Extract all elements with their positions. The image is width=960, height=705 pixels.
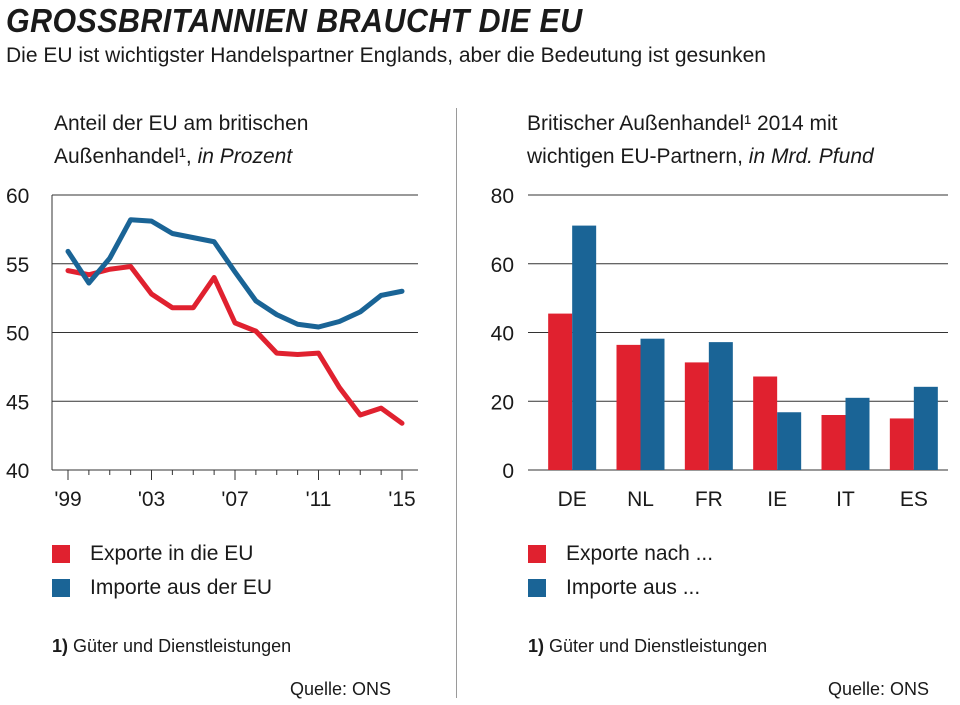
left-title-unit: in Prozent	[197, 145, 293, 168]
imports-line	[65, 217, 405, 330]
import-bar-ie	[777, 412, 802, 470]
exports-line	[65, 264, 405, 426]
bar-ytick-label: 40	[491, 323, 514, 346]
legend-exports-swatch	[52, 545, 70, 563]
export-bar-nl	[616, 344, 641, 470]
bar-category-label: DE	[558, 488, 587, 511]
right-footnote-number: 1)	[528, 636, 545, 656]
bar-category-label: FR	[695, 488, 723, 511]
page-title: GROSSBRITANNIEN BRAUCHT DIE EU	[6, 2, 583, 39]
bar-ytick-label: 20	[491, 391, 514, 414]
line-xtick-label: '99	[54, 488, 81, 511]
export-bar-ie	[753, 376, 778, 470]
line-chart: 40 45 50 55 60 '99 '03 '07 '11 '15	[6, 185, 418, 511]
right-title-line1: Britischer Außenhandel¹ 2014 mit	[527, 112, 838, 135]
right-source: Quelle: ONS	[828, 679, 930, 699]
bar-ytick-label: 60	[491, 254, 514, 277]
right-title-line2: wichtigen EU-Partnern, in Mrd. Pfund	[527, 140, 874, 173]
legend-imports: Importe aus der EU	[52, 576, 272, 600]
legend-imports-swatch	[52, 579, 70, 597]
left-chart-title: Anteil der EU am britischen Außenhandel¹…	[54, 107, 308, 173]
bar-category-label: IT	[836, 488, 855, 511]
line-ytick-label: 45	[6, 391, 29, 414]
bar-ytick-label: 0	[502, 460, 514, 483]
legend-imports-aus-label: Importe aus ...	[566, 576, 701, 599]
import-bar-es	[913, 386, 938, 470]
bar-ytick-label: 80	[491, 185, 514, 208]
legend-exports: Exporte in die EU	[52, 542, 253, 566]
left-footnote-number: 1)	[52, 636, 69, 656]
line-ytick-label: 55	[6, 254, 29, 277]
left-title-main: Außenhandel¹,	[54, 145, 192, 168]
right-footnote: 1) Güter und Dienstleistungen	[528, 636, 767, 657]
bar-category-label: IE	[767, 488, 787, 511]
export-bar-de	[548, 313, 573, 470]
left-title-line1: Anteil der EU am britischen	[54, 112, 309, 135]
line-xtick-label: '11	[306, 488, 332, 511]
line-ytick-label: 60	[6, 185, 29, 208]
bar-category-label: ES	[900, 488, 928, 511]
line-xtick-label: '07	[221, 488, 248, 511]
line-ytick-label: 40	[6, 460, 29, 483]
legend-exports-nach-label: Exporte nach ...	[566, 542, 714, 565]
legend-exports-label: Exporte in die EU	[90, 542, 254, 565]
line-xtick-label: '15	[388, 488, 415, 511]
export-bar-es	[889, 418, 914, 470]
import-bar-de	[572, 225, 597, 470]
legend-imports-label: Importe aus der EU	[90, 576, 273, 599]
legend-imports-aus: Importe aus ...	[528, 576, 700, 600]
right-title-main: wichtigen EU-Partnern,	[527, 145, 743, 168]
left-source: Quelle: ONS	[290, 679, 392, 699]
line-xtick-label: '03	[138, 488, 165, 511]
page-subtitle: Die EU ist wichtigster Handelspartner En…	[6, 44, 766, 67]
import-bar-fr	[708, 342, 733, 470]
bar-category-label: NL	[627, 488, 654, 511]
export-bar-it	[821, 415, 846, 470]
legend-exports-nach-swatch	[528, 545, 546, 563]
right-title-unit: in Mrd. Pfund	[748, 145, 874, 168]
right-footnote-text: Güter und Dienstleistungen	[549, 636, 768, 656]
line-ytick-label: 50	[6, 323, 29, 346]
export-bar-fr	[684, 362, 709, 470]
import-bar-it	[845, 397, 870, 470]
legend-imports-aus-swatch	[528, 579, 546, 597]
left-footnote-text: Güter und Dienstleistungen	[73, 636, 292, 656]
import-bar-nl	[640, 338, 665, 470]
right-chart-title: Britischer Außenhandel¹ 2014 mit wichtig…	[527, 107, 874, 173]
bar-chart: 0 20 40 60 80 DE NL FR IE IT ES	[491, 185, 948, 511]
panel-divider	[456, 108, 457, 698]
left-title-line2: Außenhandel¹, in Prozent	[54, 140, 308, 173]
left-footnote: 1) Güter und Dienstleistungen	[52, 636, 291, 657]
legend-exports-nach: Exporte nach ...	[528, 542, 713, 566]
